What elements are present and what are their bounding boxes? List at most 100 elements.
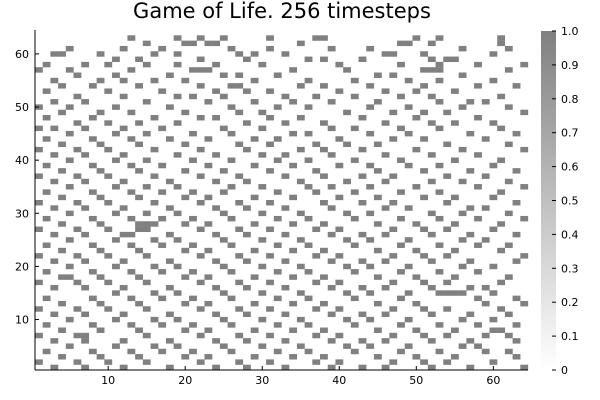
colorbar-tick-label: 0.9	[561, 59, 579, 72]
alive-cell	[158, 295, 167, 302]
alive-cell	[358, 173, 367, 179]
alive-cell	[373, 221, 382, 227]
alive-cell	[427, 67, 436, 73]
alive-cell	[366, 162, 375, 169]
alive-cell	[42, 61, 51, 68]
alive-cell	[219, 72, 228, 78]
alive-cell	[189, 242, 197, 248]
alive-cell	[327, 311, 336, 318]
alive-cell	[165, 72, 174, 78]
alive-cell	[520, 61, 529, 68]
alive-cell	[258, 109, 267, 116]
alive-cell	[450, 247, 459, 254]
alive-cell	[466, 311, 475, 318]
alive-cell	[320, 173, 328, 179]
alive-cell	[420, 83, 429, 89]
alive-cell	[389, 200, 398, 206]
alive-cell	[235, 72, 244, 78]
alive-cell	[189, 40, 197, 47]
alive-cell	[58, 274, 66, 280]
alive-cell	[350, 125, 359, 132]
alive-cell	[181, 77, 190, 84]
alive-cell	[520, 215, 529, 222]
alive-cell	[196, 115, 205, 121]
alive-cell	[266, 332, 274, 339]
alive-cell	[142, 130, 151, 137]
alive-cell	[273, 189, 282, 195]
alive-cell	[119, 125, 128, 132]
alive-cell	[173, 290, 182, 296]
alive-cell	[127, 348, 136, 355]
alive-cell	[42, 242, 51, 248]
alive-cell	[427, 93, 436, 100]
heatmap-cells	[35, 35, 529, 371]
alive-cell	[119, 205, 128, 211]
alive-cell	[404, 290, 413, 296]
alive-cell	[165, 364, 174, 371]
alive-cell	[450, 274, 459, 280]
alive-cell	[458, 290, 467, 296]
alive-cell	[65, 104, 74, 110]
alive-cell	[350, 322, 359, 328]
alive-cell	[165, 231, 174, 238]
alive-cell	[358, 258, 367, 264]
alive-cell	[104, 61, 113, 68]
alive-cell	[312, 306, 321, 312]
alive-cell	[427, 152, 436, 158]
alive-cell	[497, 157, 506, 163]
alive-cell	[35, 306, 43, 312]
alive-cell	[343, 263, 351, 270]
alive-cell	[158, 269, 167, 275]
alive-cell	[104, 359, 113, 365]
alive-cell	[258, 184, 267, 190]
alive-cell	[227, 242, 236, 248]
alive-cell	[181, 300, 190, 307]
alive-cell	[50, 338, 59, 344]
alive-cell	[235, 83, 244, 89]
alive-cell	[281, 205, 290, 211]
alive-cell	[389, 72, 398, 78]
alive-cell	[212, 40, 221, 47]
alive-cell	[273, 104, 282, 110]
alive-cell	[235, 141, 244, 148]
alive-cell	[466, 231, 475, 238]
alive-cell	[142, 210, 151, 217]
alive-cell	[158, 88, 167, 94]
alive-cell	[65, 184, 74, 190]
alive-cell	[435, 242, 444, 248]
alive-cell	[512, 338, 521, 344]
alive-cell	[381, 364, 390, 371]
colorbar-tick-label: 0.3	[561, 262, 579, 275]
alive-cell	[242, 120, 251, 126]
alive-cell	[427, 338, 436, 344]
alive-cell	[281, 364, 290, 371]
alive-cell	[142, 226, 151, 233]
alive-cell	[204, 99, 213, 105]
alive-cell	[320, 83, 328, 89]
alive-cell	[489, 77, 498, 84]
alive-cell	[412, 354, 421, 360]
alive-cell	[250, 51, 259, 57]
alive-cell	[504, 274, 513, 280]
alive-cell	[50, 77, 59, 84]
alive-cell	[135, 120, 143, 126]
alive-cell	[73, 253, 82, 259]
alive-cell	[112, 343, 120, 349]
alive-cell	[35, 200, 43, 206]
chart-title: Game of Life. 256 timesteps	[133, 0, 431, 23]
alive-cell	[304, 269, 313, 275]
alive-cell	[335, 162, 344, 169]
alive-cell	[481, 300, 490, 307]
alive-cell	[443, 226, 452, 233]
alive-cell	[219, 168, 228, 174]
alive-cell	[489, 226, 498, 233]
alive-cell	[127, 242, 136, 248]
alive-cell	[373, 274, 382, 280]
alive-cell	[142, 279, 151, 286]
alive-cell	[281, 231, 290, 238]
alive-cell	[343, 141, 351, 148]
alive-cell	[450, 88, 459, 94]
alive-cell	[181, 247, 190, 254]
alive-cell	[212, 152, 221, 158]
alive-cell	[204, 136, 213, 142]
